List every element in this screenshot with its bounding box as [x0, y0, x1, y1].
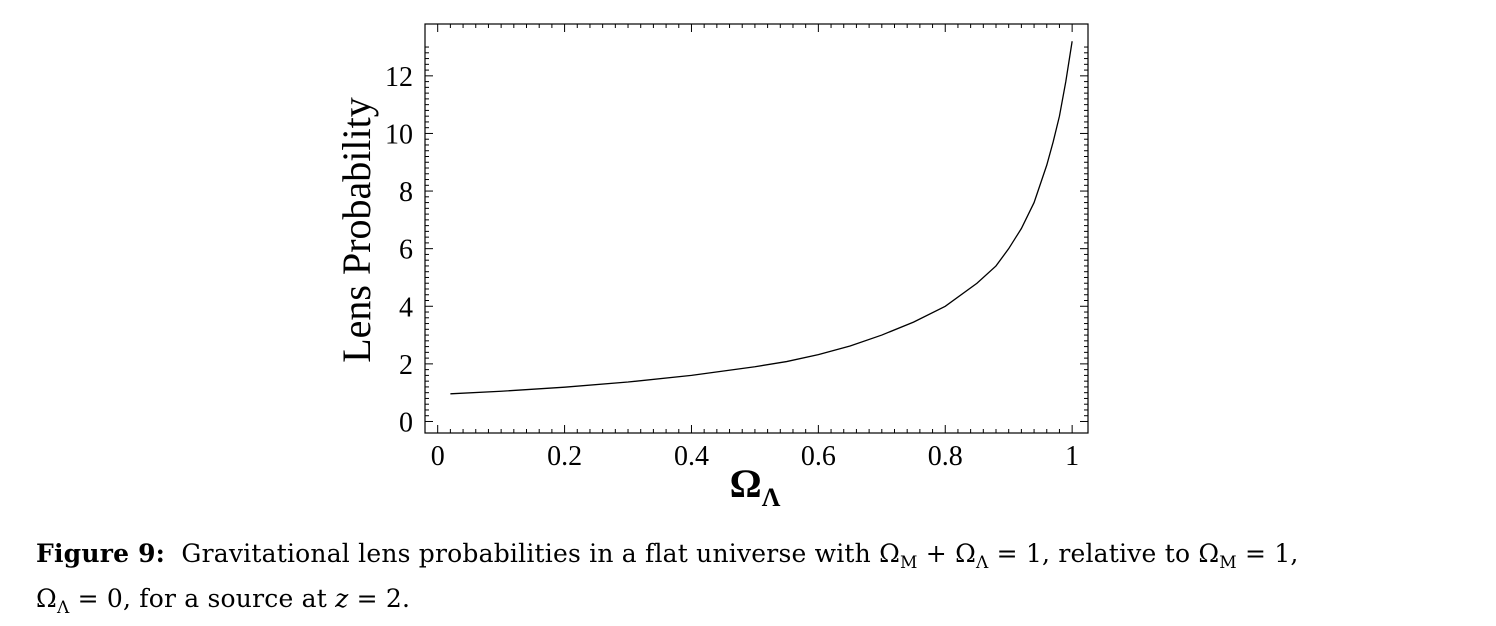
x-tick-label: 0 [431, 441, 445, 472]
x-tick-label: 0.4 [674, 441, 709, 472]
y-tick-label: 4 [399, 292, 413, 323]
plot-frame [424, 23, 1089, 434]
x-axis-label: ΩΛ [730, 461, 781, 512]
x-tick-label: 1 [1065, 441, 1079, 472]
y-tick-label: 6 [399, 235, 413, 266]
figure-caption: Figure 9: Gravitational lens probabiliti… [36, 539, 1299, 618]
y-axis-label: Lens Probability [334, 97, 379, 363]
y-tick-label: 2 [399, 350, 413, 381]
y-tick-label: 0 [399, 407, 413, 438]
y-tick-label: 10 [385, 119, 413, 150]
x-tick-label: 0.2 [547, 441, 582, 472]
caption-label: Figure 9: [36, 539, 166, 568]
y-tick-label: 8 [399, 177, 413, 208]
y-tick-label: 12 [385, 62, 413, 93]
x-tick-label: 0.8 [928, 441, 963, 472]
tick-marks [425, 24, 1088, 433]
x-axis-label-subscript: Λ [762, 483, 781, 512]
series-line [450, 41, 1073, 395]
x-tick-label: 0.6 [801, 441, 836, 472]
